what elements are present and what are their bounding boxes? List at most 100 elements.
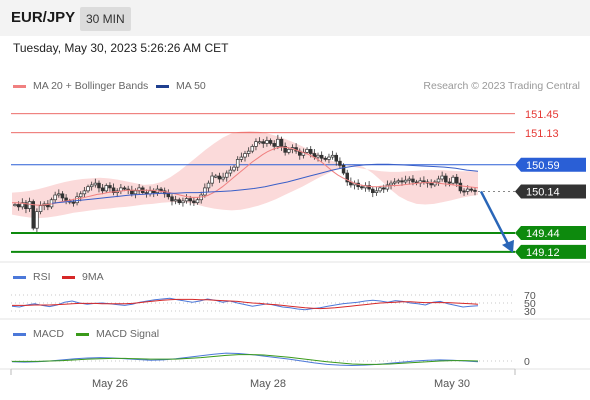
level-label-150-14: 150.14 bbox=[515, 184, 586, 199]
macd-series-1 bbox=[12, 354, 479, 365]
candle-body bbox=[319, 154, 324, 159]
candle-body bbox=[422, 180, 426, 183]
level-value-text: 150.59 bbox=[526, 160, 560, 172]
candle-body bbox=[469, 188, 474, 191]
candle-body bbox=[389, 182, 393, 186]
macd-series-0 bbox=[11, 352, 479, 367]
candle-body bbox=[97, 182, 101, 189]
macd-signal-swatch-icon bbox=[76, 332, 89, 336]
legend-macd-label: MACD bbox=[33, 328, 64, 340]
ma50-swatch-icon bbox=[156, 84, 169, 88]
candle-body bbox=[217, 175, 222, 180]
candle-body bbox=[261, 141, 266, 144]
legend-rsi: RSI bbox=[13, 271, 51, 283]
candle-body bbox=[137, 187, 141, 192]
legend-rsi-ma-label: 9MA bbox=[82, 271, 104, 283]
candle-body bbox=[341, 165, 346, 174]
candle-body bbox=[243, 153, 247, 158]
candle-body bbox=[462, 190, 466, 193]
legend-ma20-bollinger: MA 20 + Bollinger Bands bbox=[13, 80, 148, 92]
candle-body bbox=[367, 185, 371, 190]
candle-body bbox=[151, 190, 156, 193]
candle-body bbox=[287, 149, 291, 153]
candle-body bbox=[272, 143, 276, 147]
candle-body bbox=[78, 193, 83, 198]
rsi-level-label-30: 30 bbox=[524, 306, 536, 318]
chart-timestamp: Tuesday, May 30, 2023 5:26:26 AM CET bbox=[13, 41, 229, 55]
level-value-text: 151.45 bbox=[525, 109, 559, 121]
candle-body bbox=[82, 190, 87, 195]
legend-ma20-label: MA 20 + Bollinger Bands bbox=[33, 80, 149, 92]
level-tag-shape bbox=[515, 157, 586, 172]
candle-body bbox=[46, 203, 50, 208]
rsi-series-1 bbox=[12, 298, 479, 310]
forecast-arrow bbox=[479, 190, 511, 247]
timeframe-button[interactable]: 30 MIN bbox=[80, 7, 131, 31]
candle-body bbox=[181, 200, 185, 204]
candle-body bbox=[75, 196, 79, 204]
ma20-line bbox=[12, 146, 479, 206]
level-tag-shape bbox=[515, 184, 586, 199]
candle-body bbox=[133, 190, 138, 195]
legend-ma50: MA 50 bbox=[156, 80, 206, 92]
candle-body bbox=[451, 176, 455, 184]
candle-body bbox=[407, 178, 412, 181]
bollinger-band bbox=[12, 131, 478, 219]
candle-body bbox=[57, 193, 61, 196]
candle-body bbox=[327, 156, 331, 160]
candle-body bbox=[276, 138, 280, 147]
candle-body bbox=[250, 146, 255, 152]
candle-body bbox=[71, 201, 76, 204]
candle-body bbox=[16, 204, 21, 208]
candle-body bbox=[89, 184, 94, 188]
candle-body bbox=[24, 202, 28, 209]
candle-body bbox=[206, 182, 211, 189]
candle-body bbox=[257, 141, 262, 144]
candle-body bbox=[381, 187, 386, 190]
candle-body bbox=[122, 187, 127, 190]
candle-body bbox=[440, 175, 444, 180]
candle-body bbox=[228, 169, 233, 174]
candle-body bbox=[195, 199, 200, 204]
candle-body bbox=[173, 199, 178, 202]
candle-body bbox=[400, 180, 404, 183]
candle-body bbox=[436, 178, 441, 183]
candle-body bbox=[378, 187, 382, 192]
candle-body bbox=[166, 193, 171, 198]
candle-body bbox=[371, 188, 375, 193]
x-axis-label-0: May 26 bbox=[92, 378, 128, 390]
candle-body bbox=[104, 185, 109, 192]
legend-rsi-ma: 9MA bbox=[62, 271, 104, 283]
candle-body bbox=[305, 149, 309, 153]
candle-body bbox=[170, 196, 174, 202]
macd-level-label: 0 bbox=[524, 356, 530, 368]
level-label-149-12: 149.12 bbox=[515, 244, 586, 259]
candle-body bbox=[265, 140, 269, 144]
level-value-text: 151.13 bbox=[525, 128, 559, 140]
level-label-149-44: 149.44 bbox=[515, 225, 586, 240]
level-value-text: 150.14 bbox=[526, 186, 560, 198]
rsi-swatch-icon bbox=[13, 275, 26, 279]
forecast-arrow-head-icon bbox=[502, 239, 514, 253]
level-tag-shape bbox=[515, 225, 586, 240]
ma50-line bbox=[51, 163, 479, 204]
legend-ma50-label: MA 50 bbox=[176, 80, 206, 92]
candle-body bbox=[403, 179, 408, 183]
level-value-text: 149.44 bbox=[526, 228, 560, 240]
candle-body bbox=[86, 186, 90, 192]
candle-body bbox=[239, 156, 244, 160]
rsi-level-label-70: 70 bbox=[524, 290, 536, 302]
candle-body bbox=[221, 176, 225, 180]
macd-swatch-icon bbox=[13, 332, 26, 336]
x-axis-label-2: May 30 bbox=[434, 378, 470, 390]
candle-body bbox=[330, 154, 335, 158]
candle-body bbox=[458, 182, 463, 192]
candle-body bbox=[148, 190, 152, 195]
candle-body bbox=[246, 150, 251, 154]
candle-body bbox=[119, 187, 123, 192]
candle-body bbox=[411, 178, 415, 183]
candle-body bbox=[203, 187, 207, 196]
candle-body bbox=[13, 204, 17, 207]
candle-body bbox=[177, 199, 182, 204]
